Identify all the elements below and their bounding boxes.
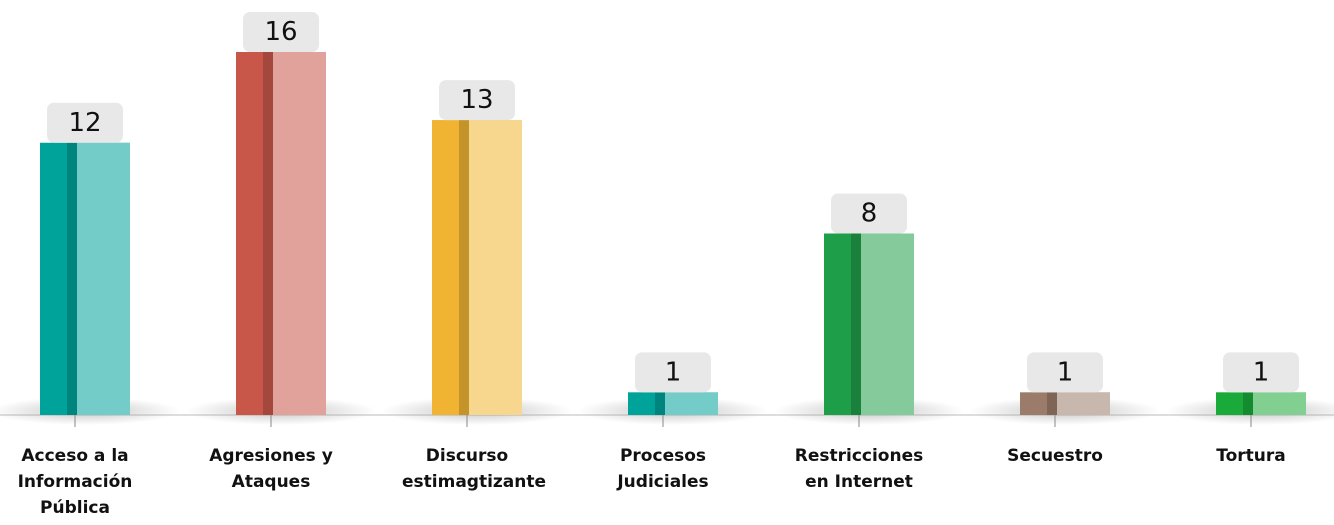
bar-face — [861, 233, 914, 415]
bar — [824, 233, 914, 415]
bar-face — [665, 392, 718, 415]
bar-face — [1020, 392, 1110, 415]
bar-face — [1253, 392, 1306, 415]
x-tick-label: Agresiones y Ataques — [209, 446, 333, 492]
bar-face — [1047, 392, 1057, 415]
x-tick-label: Restricciones en Internet — [794, 446, 924, 492]
bar-face — [432, 120, 522, 415]
value-label-box — [831, 193, 907, 234]
bar-face — [1216, 392, 1306, 415]
value-label: 8 — [861, 199, 878, 229]
value-label-box — [47, 102, 123, 143]
value-label: 1 — [1253, 357, 1270, 387]
value-label: 12 — [68, 108, 101, 138]
x-tick-label: Secuestro — [1007, 446, 1103, 466]
bar-face — [273, 52, 326, 415]
bar-face — [851, 233, 861, 415]
value-label-box — [635, 352, 711, 393]
bar-face — [263, 52, 273, 415]
value-label: 1 — [665, 357, 682, 387]
bar-face — [824, 233, 914, 415]
bar — [432, 120, 522, 415]
bar-face — [628, 392, 718, 415]
bar-face — [40, 142, 130, 415]
bar-face — [459, 120, 469, 415]
x-tick-label: Acceso a la Información Pública — [17, 446, 133, 518]
bar-face — [1057, 392, 1110, 415]
bar — [1020, 392, 1110, 415]
value-label-box — [243, 12, 319, 52]
value-label-box — [439, 80, 515, 121]
bar-face — [1243, 392, 1253, 415]
value-label-box — [1223, 352, 1299, 393]
bar — [236, 52, 326, 415]
bar — [628, 392, 718, 415]
x-tick-label: Discurso estimagtizante — [402, 446, 547, 492]
x-tick-label: Procesos Judiciales — [617, 446, 709, 492]
value-label: 1 — [1057, 357, 1074, 387]
bar — [1216, 392, 1306, 415]
bar-face — [469, 120, 522, 415]
value-label: 13 — [460, 85, 493, 115]
value-label-box — [1027, 352, 1103, 393]
x-tick-label: Tortura — [1216, 446, 1286, 466]
bar-face — [67, 142, 77, 415]
bar-face — [236, 52, 326, 415]
bar-face — [77, 142, 130, 415]
value-label: 16 — [264, 17, 297, 47]
bar — [40, 142, 130, 415]
bar-face — [655, 392, 665, 415]
